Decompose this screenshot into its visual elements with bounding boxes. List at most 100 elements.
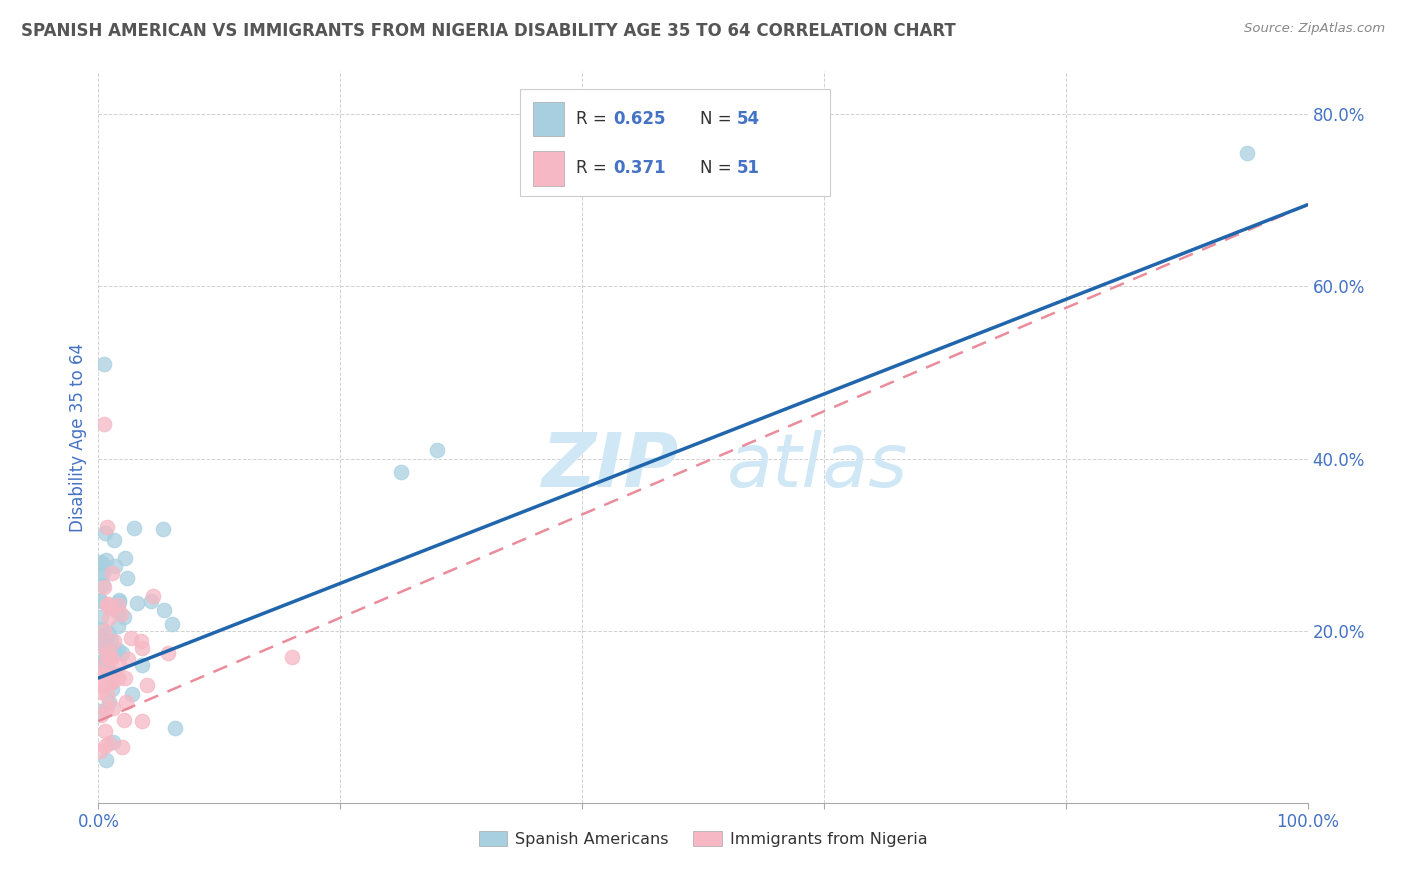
Point bbox=[91, 679, 114, 693]
Point bbox=[115, 695, 138, 709]
Point bbox=[120, 631, 142, 645]
Text: 0.625: 0.625 bbox=[613, 111, 665, 128]
Point bbox=[96, 664, 118, 678]
Point bbox=[107, 671, 129, 685]
Point bbox=[94, 526, 117, 541]
Point bbox=[100, 633, 122, 648]
Text: 51: 51 bbox=[737, 160, 759, 178]
Point bbox=[93, 417, 115, 432]
Point bbox=[103, 634, 125, 648]
Text: ZIP: ZIP bbox=[541, 430, 679, 503]
Point bbox=[139, 593, 162, 607]
Point bbox=[94, 739, 117, 753]
Text: R =: R = bbox=[576, 111, 612, 128]
Point bbox=[93, 580, 115, 594]
Point bbox=[91, 656, 114, 670]
Point bbox=[160, 617, 183, 632]
Point bbox=[89, 628, 111, 642]
Point bbox=[94, 644, 117, 658]
Point bbox=[96, 648, 118, 662]
Point bbox=[96, 668, 118, 682]
Point bbox=[1236, 146, 1258, 161]
Point bbox=[114, 671, 136, 685]
Point bbox=[115, 571, 138, 585]
Point bbox=[89, 675, 111, 690]
Point bbox=[91, 566, 114, 581]
Point bbox=[163, 721, 186, 735]
Point bbox=[98, 675, 121, 690]
Point bbox=[93, 724, 115, 739]
Point bbox=[117, 651, 139, 665]
Point bbox=[281, 649, 304, 664]
Point bbox=[91, 657, 114, 672]
Point bbox=[91, 622, 114, 636]
Point bbox=[112, 610, 135, 624]
Text: SPANISH AMERICAN VS IMMIGRANTS FROM NIGERIA DISABILITY AGE 35 TO 64 CORRELATION : SPANISH AMERICAN VS IMMIGRANTS FROM NIGE… bbox=[21, 22, 956, 40]
Text: 0.371: 0.371 bbox=[613, 160, 665, 178]
Point bbox=[104, 559, 127, 574]
Point bbox=[98, 644, 121, 658]
Text: 54: 54 bbox=[737, 111, 759, 128]
Point bbox=[89, 594, 111, 608]
Point bbox=[121, 687, 143, 701]
Point bbox=[100, 652, 122, 666]
Point bbox=[97, 597, 120, 611]
Point bbox=[89, 593, 111, 607]
Point bbox=[426, 442, 449, 457]
Text: N =: N = bbox=[700, 160, 737, 178]
Point bbox=[91, 654, 114, 668]
Point bbox=[103, 645, 125, 659]
Point bbox=[131, 640, 153, 655]
Point bbox=[93, 357, 115, 371]
Point bbox=[107, 643, 129, 657]
Text: atlas: atlas bbox=[727, 430, 908, 502]
Point bbox=[124, 521, 146, 535]
Point bbox=[104, 666, 127, 681]
Point bbox=[89, 638, 111, 652]
Point bbox=[91, 633, 114, 648]
Point bbox=[90, 707, 112, 722]
Point bbox=[97, 695, 120, 709]
Point bbox=[89, 685, 111, 699]
Point bbox=[107, 593, 129, 607]
Point bbox=[100, 650, 122, 665]
Point bbox=[108, 595, 131, 609]
Point bbox=[89, 555, 111, 569]
Point bbox=[100, 681, 122, 696]
Point bbox=[100, 600, 122, 615]
Point bbox=[100, 665, 122, 680]
Point bbox=[110, 607, 132, 621]
Point bbox=[91, 578, 114, 592]
Point bbox=[152, 523, 174, 537]
FancyBboxPatch shape bbox=[533, 102, 564, 136]
Point bbox=[101, 700, 124, 714]
Point bbox=[93, 624, 115, 638]
Point bbox=[136, 678, 159, 692]
FancyBboxPatch shape bbox=[533, 152, 564, 186]
Point bbox=[111, 739, 134, 754]
Point bbox=[98, 672, 121, 686]
Point bbox=[389, 465, 412, 479]
Point bbox=[98, 611, 121, 625]
Point bbox=[114, 551, 136, 566]
Point bbox=[131, 633, 153, 648]
Point bbox=[131, 658, 153, 673]
Point bbox=[112, 713, 135, 727]
Point bbox=[90, 557, 112, 571]
Point bbox=[96, 553, 118, 567]
Point bbox=[96, 702, 118, 716]
Point bbox=[103, 533, 125, 548]
Text: R =: R = bbox=[576, 160, 612, 178]
Point bbox=[108, 658, 131, 673]
FancyBboxPatch shape bbox=[520, 89, 830, 196]
Point bbox=[97, 626, 120, 640]
Point bbox=[111, 646, 134, 660]
Point bbox=[156, 646, 179, 660]
Point bbox=[98, 674, 121, 689]
Point bbox=[101, 566, 124, 580]
Point bbox=[96, 520, 118, 534]
Point bbox=[103, 735, 125, 749]
Text: N =: N = bbox=[700, 111, 737, 128]
Point bbox=[107, 619, 129, 633]
Legend: Spanish Americans, Immigrants from Nigeria: Spanish Americans, Immigrants from Niger… bbox=[472, 825, 934, 854]
